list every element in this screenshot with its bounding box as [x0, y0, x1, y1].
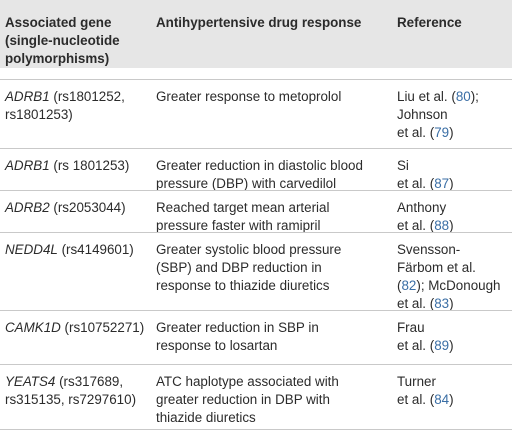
gene-cell: ADRB2 (rs2053044) [5, 199, 150, 217]
response-text: pressure (DBP) with carvedilol [156, 176, 337, 191]
ref-text: ) [449, 392, 454, 407]
gene-name: ADRB1 [5, 89, 50, 104]
gene-cell: ADRB1 (rs1801252, rs1801253) [5, 88, 150, 124]
header-gene-line3: polymorphisms) [5, 51, 110, 66]
response-cell: Greater reduction in SBP in response to … [156, 319, 386, 355]
response-text: Greater systolic blood pressure [156, 242, 342, 257]
ref-link[interactable]: 80 [455, 89, 471, 104]
ref-text: Färbom et al. [397, 260, 476, 275]
ref-text: ) [449, 338, 454, 353]
table-header: Associated gene (single-nucleotide polym… [0, 0, 512, 68]
response-text: response to losartan [156, 338, 278, 353]
table-row: CAMK1D (rs10752271) Greater reduction in… [0, 310, 512, 365]
ref-text: et al. ( [397, 338, 435, 353]
ref-text: et al. ( [397, 176, 435, 191]
gene-name: CAMK1D [5, 320, 61, 335]
ref-text: Turner [397, 374, 436, 389]
reference-cell: Liu et al. (80); Johnson et al. (79) [397, 88, 512, 142]
ref-text: ); McDonough [416, 278, 501, 293]
response-text: greater reduction in DBP with [156, 392, 330, 407]
table-row: ADRB2 (rs2053044) Reached target mean ar… [0, 190, 512, 233]
ref-text: ) [449, 125, 454, 140]
ref-text: et al. ( [397, 218, 435, 233]
snp-text: (rs4149601) [57, 242, 134, 257]
snp-text: rs315135, rs7297610) [5, 392, 137, 407]
ref-text: Johnson [397, 107, 448, 122]
response-text: Greater reduction in diastolic blood [156, 158, 363, 173]
ref-text: ) [449, 218, 454, 233]
response-text: Greater reduction in SBP in [156, 320, 319, 335]
header-reference: Reference [397, 15, 462, 30]
gene-cell: YEATS4 (rs317689, rs315135, rs7297610) [5, 373, 150, 409]
response-text: Reached target mean arterial [156, 200, 330, 215]
ref-text: Si [397, 158, 409, 173]
snp-text: (rs1801252, [49, 89, 125, 104]
header-associated-gene: Associated gene (single-nucleotide polym… [5, 14, 150, 68]
reference-cell: Turner et al. (84) [397, 373, 512, 409]
ref-text: Anthony [397, 200, 447, 215]
snp-text: (rs2053044) [49, 200, 126, 215]
ref-text: ) [449, 296, 454, 311]
reference-cell: Svensson- Färbom et al. (82); McDonough … [397, 241, 512, 313]
ref-link[interactable]: 79 [434, 125, 450, 140]
ref-link[interactable]: 84 [434, 392, 450, 407]
ref-text: ( [397, 278, 402, 293]
response-text: pressure faster with ramipril [156, 218, 321, 233]
response-cell: Greater systolic blood pressure (SBP) an… [156, 241, 386, 295]
response-cell: ATC haplotype associated with greater re… [156, 373, 386, 427]
gene-name: ADRB2 [5, 200, 50, 215]
header-gene-line2: (single-nucleotide [5, 33, 120, 48]
gene-name: ADRB1 [5, 158, 50, 173]
response-text: (SBP) and DBP reduction in [156, 260, 322, 275]
response-text: response to thiazide diuretics [156, 278, 330, 293]
ref-text: Liu et al. ( [397, 89, 456, 104]
gene-cell: NEDD4L (rs4149601) [5, 241, 150, 259]
gene-cell: ADRB1 (rs 1801253) [5, 157, 150, 175]
ref-link[interactable]: 89 [434, 338, 450, 353]
reference-cell: Frau et al. (89) [397, 319, 512, 355]
response-text: thiazide diuretics [156, 410, 256, 425]
response-cell: Greater response to metoprolol [156, 88, 386, 106]
ref-link[interactable]: 82 [401, 278, 417, 293]
ref-text: et al. ( [397, 296, 435, 311]
ref-text: Frau [397, 320, 425, 335]
response-cell: Greater reduction in diastolic blood pre… [156, 157, 386, 193]
ref-text: ); [470, 89, 479, 104]
snp-text: (rs 1801253) [49, 158, 130, 173]
reference-cell: Anthony et al. (88) [397, 199, 512, 235]
table-row: ADRB1 (rs1801252, rs1801253) Greater res… [0, 79, 512, 149]
response-text: ATC haplotype associated with [156, 374, 339, 389]
ref-text: ) [449, 176, 454, 191]
snp-text: rs1801253) [5, 107, 73, 122]
ref-link[interactable]: 87 [434, 176, 450, 191]
snp-text: (rs317689, [55, 374, 124, 389]
table-row: NEDD4L (rs4149601) Greater systolic bloo… [0, 232, 512, 311]
ref-text: et al. ( [397, 392, 435, 407]
ref-link[interactable]: 83 [434, 296, 450, 311]
header-drug-response: Antihypertensive drug response [156, 15, 362, 30]
snp-text: (rs10752271) [60, 320, 145, 335]
table-row: YEATS4 (rs317689, rs315135, rs7297610) A… [0, 364, 512, 430]
gene-name: NEDD4L [5, 242, 58, 257]
ref-text: et al. ( [397, 125, 435, 140]
gene-name: YEATS4 [5, 374, 56, 389]
table-row: ADRB1 (rs 1801253) Greater reduction in … [0, 148, 512, 191]
header-gene-line1: Associated gene [5, 15, 112, 30]
response-cell: Reached target mean arterial pressure fa… [156, 199, 386, 235]
reference-cell: Si et al. (87) [397, 157, 512, 193]
ref-text: Svensson- [397, 242, 461, 257]
ref-link[interactable]: 88 [434, 218, 450, 233]
response-text: Greater response to metoprolol [156, 89, 342, 104]
gene-cell: CAMK1D (rs10752271) [5, 319, 150, 337]
